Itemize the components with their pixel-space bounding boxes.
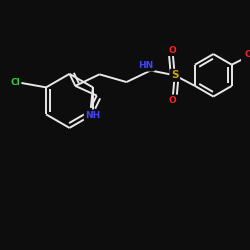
Text: S: S	[171, 70, 178, 80]
Text: Cl: Cl	[10, 78, 20, 87]
Text: O: O	[169, 46, 177, 55]
Text: HN: HN	[138, 61, 154, 70]
Text: O: O	[169, 96, 177, 105]
Text: NH: NH	[85, 111, 100, 120]
Text: O: O	[244, 50, 250, 58]
